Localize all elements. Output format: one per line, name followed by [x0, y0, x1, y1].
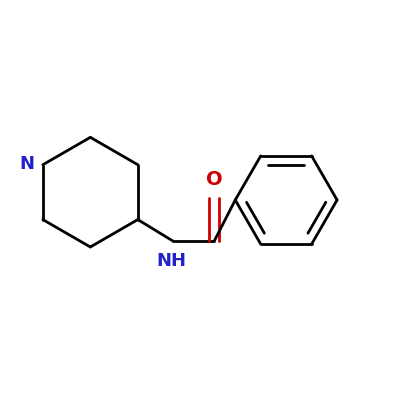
Text: NH: NH: [156, 252, 186, 270]
Text: N: N: [19, 155, 34, 173]
Text: O: O: [206, 170, 222, 190]
